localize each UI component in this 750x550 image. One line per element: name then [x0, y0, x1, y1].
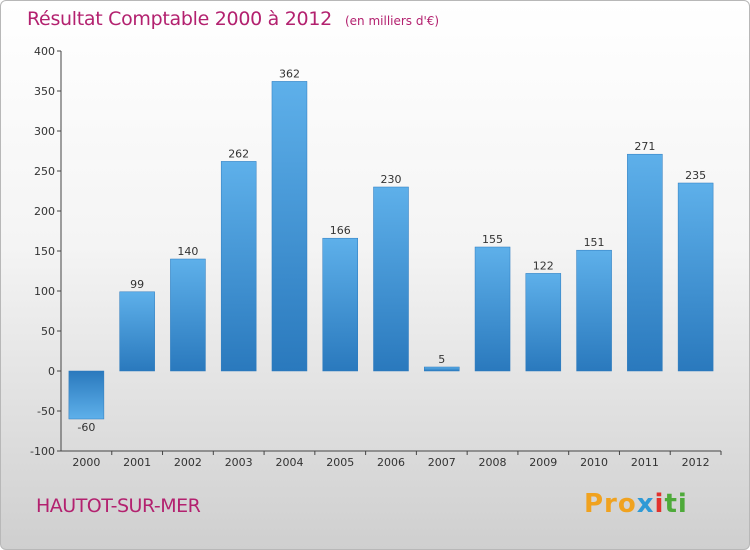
y-tick-label: 50: [41, 325, 55, 338]
data-label: 140: [177, 245, 198, 258]
data-label: 122: [533, 259, 554, 272]
bar: [220, 161, 257, 372]
data-label: 99: [130, 278, 144, 291]
x-tick-label: 2000: [72, 456, 100, 469]
y-tick-label: 300: [34, 125, 55, 138]
logo-part-3: i: [654, 489, 665, 519]
bars-group: [68, 81, 714, 420]
chart-subtitle: (en milliers d'€): [344, 14, 440, 28]
bar: [576, 249, 612, 372]
x-tick-label: 2003: [225, 456, 253, 469]
bar: [322, 237, 358, 372]
data-label: 262: [228, 147, 249, 160]
x-tick-label: 2005: [326, 456, 354, 469]
data-label: -60: [77, 421, 95, 434]
bar: [68, 370, 105, 420]
x-tick-label: 2010: [580, 456, 608, 469]
y-tick-label: 350: [34, 85, 55, 98]
x-tick-label: 2001: [123, 456, 151, 469]
axes: -100 -50 0 50 100 150 200 250 300 350 400 2000 2001 2…: [30, 45, 722, 469]
logo-part-2: x: [636, 489, 655, 519]
y-tick-label: -50: [37, 405, 55, 418]
proxiti-logo[interactable]: Proxiti: [584, 489, 688, 519]
x-tick-label: 2004: [275, 456, 303, 469]
city-name: HAUTOT-SUR-MER: [36, 495, 201, 517]
y-tick-label: 200: [34, 205, 55, 218]
x-tick-label: 2012: [682, 456, 710, 469]
y-tick-label: 250: [34, 165, 55, 178]
logo-part-4: ti: [664, 489, 688, 519]
bar: [373, 186, 409, 372]
data-labels-group: -60 99 140 262 362 166 230 5 155 122 151 271 235: [77, 67, 706, 434]
x-tick-label: 2007: [428, 456, 456, 469]
x-tick-label: 2002: [174, 456, 202, 469]
bar: [271, 81, 308, 372]
x-tick-label: 2011: [631, 456, 659, 469]
bar: [170, 258, 206, 372]
y-tick-label: 150: [34, 245, 55, 258]
data-label: 166: [330, 224, 351, 237]
y-tick-label: 400: [34, 45, 55, 58]
y-tick-label: 100: [34, 285, 55, 298]
x-tick-label: 2009: [529, 456, 557, 469]
x-tick-label: 2008: [479, 456, 507, 469]
data-label: 362: [279, 67, 300, 80]
data-label: 235: [685, 169, 706, 182]
bar: [424, 366, 460, 372]
data-label: 271: [634, 140, 655, 153]
y-tick-label: 0: [48, 365, 55, 378]
data-label: 151: [584, 236, 605, 249]
bar: [474, 246, 511, 372]
logo-part-1: Pro: [584, 489, 637, 519]
bar: [627, 153, 663, 372]
bar: [525, 273, 562, 372]
bar: [119, 291, 155, 372]
data-label: 230: [381, 173, 402, 186]
data-label: 5: [438, 353, 445, 366]
data-label: 155: [482, 233, 503, 246]
y-tick-label: -100: [30, 445, 55, 458]
chart-title: Résultat Comptable 2000 à 2012: [27, 8, 332, 30]
x-tick-label: 2006: [377, 456, 405, 469]
title-row: Résultat Comptable 2000 à 2012 (en milli…: [27, 8, 439, 30]
bar: [677, 182, 714, 372]
